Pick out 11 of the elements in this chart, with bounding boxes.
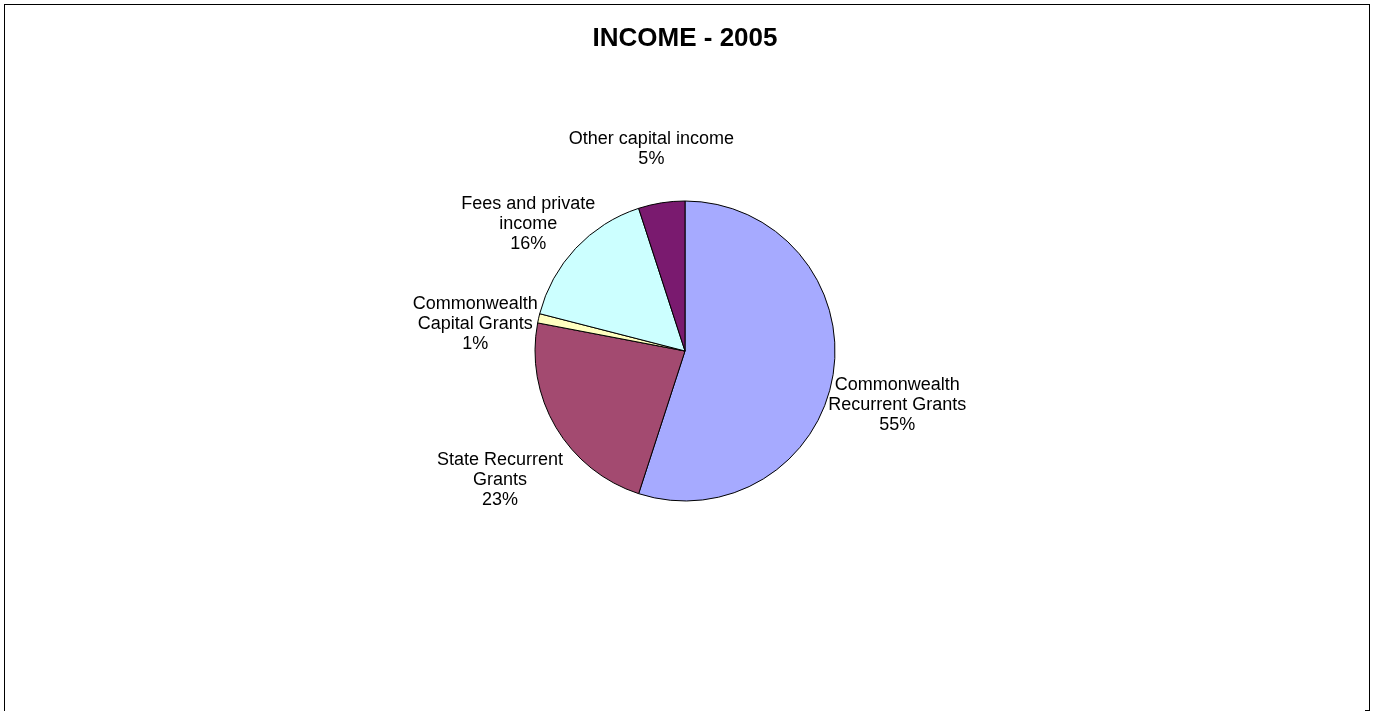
slice-label: State Recurrent Grants — [436, 449, 563, 490]
slice-label: Fees and private income — [461, 192, 596, 233]
slice-label: Other capital income — [568, 127, 734, 148]
data-label: 55% — [879, 413, 916, 434]
data-label: 23% — [481, 489, 518, 510]
data-label: 5% — [638, 147, 665, 168]
data-label: 1% — [462, 333, 489, 354]
slice-label: Commonwealth Capital Grants — [412, 293, 538, 334]
slice-label: Commonwealth Recurrent Grants — [828, 373, 967, 414]
data-label: 16% — [510, 232, 547, 253]
chart-title: INCOME - 2005 — [592, 22, 778, 52]
